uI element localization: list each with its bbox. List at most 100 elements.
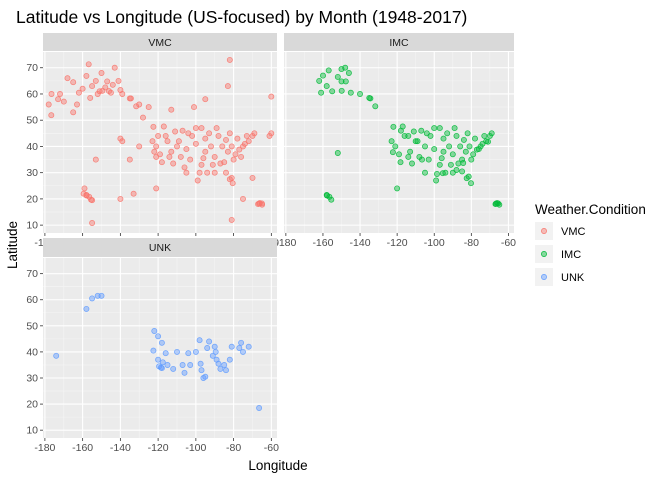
data-point bbox=[185, 350, 192, 357]
data-point bbox=[416, 153, 423, 160]
data-point bbox=[422, 143, 428, 150]
data-point bbox=[440, 135, 447, 142]
data-point bbox=[241, 140, 248, 147]
data-point bbox=[226, 176, 233, 183]
panel-background bbox=[284, 52, 514, 233]
data-point bbox=[204, 169, 211, 176]
x-tick-label: -80 bbox=[464, 237, 479, 249]
data-point bbox=[238, 339, 245, 346]
data-point bbox=[318, 89, 325, 96]
data-point bbox=[226, 356, 233, 363]
data-point bbox=[168, 106, 175, 113]
data-point bbox=[111, 64, 118, 71]
y-tick-label: 20 bbox=[26, 193, 38, 205]
data-point bbox=[338, 87, 345, 94]
data-point bbox=[236, 345, 243, 351]
data-point bbox=[89, 220, 96, 226]
data-point bbox=[219, 143, 226, 150]
data-point bbox=[57, 91, 63, 97]
data-point bbox=[183, 146, 190, 153]
data-point bbox=[224, 83, 231, 90]
data-point bbox=[55, 96, 62, 103]
data-point bbox=[256, 405, 263, 411]
data-point bbox=[436, 125, 443, 132]
data-point bbox=[89, 83, 96, 90]
data-point bbox=[209, 352, 216, 359]
data-point bbox=[238, 153, 245, 160]
data-point bbox=[196, 169, 203, 176]
data-point bbox=[150, 347, 157, 354]
legend-label: IMC bbox=[561, 249, 581, 261]
data-point bbox=[316, 77, 323, 84]
data-point bbox=[209, 161, 216, 168]
data-point bbox=[191, 104, 197, 111]
data-point bbox=[70, 109, 77, 116]
facet-panel-imc: IMC -180 -160 -140 -120 -100 -80 -60 bbox=[275, 33, 516, 249]
legend: Weather.Condition VMC IMC UNK bbox=[535, 202, 646, 286]
data-point bbox=[192, 140, 199, 147]
data-point bbox=[468, 156, 475, 163]
data-point bbox=[372, 103, 379, 110]
data-point bbox=[243, 132, 250, 139]
data-point bbox=[418, 127, 425, 134]
data-point bbox=[409, 160, 415, 167]
y-tick-label: 50 bbox=[26, 320, 38, 332]
data-point bbox=[117, 87, 124, 93]
data-point bbox=[462, 148, 469, 155]
data-point bbox=[117, 195, 124, 202]
facet-strip bbox=[43, 33, 277, 51]
x-tick-label: -140 bbox=[350, 237, 371, 249]
data-point bbox=[158, 159, 165, 166]
data-point bbox=[390, 123, 397, 130]
data-point bbox=[119, 138, 126, 145]
data-point bbox=[164, 138, 171, 145]
data-point bbox=[164, 362, 171, 368]
data-point bbox=[174, 348, 180, 355]
data-point bbox=[174, 143, 180, 150]
data-point bbox=[226, 130, 233, 137]
data-point bbox=[226, 56, 233, 63]
x-axis-title: Longitude bbox=[248, 458, 307, 473]
data-point bbox=[94, 91, 101, 97]
data-point bbox=[394, 185, 401, 192]
data-point bbox=[145, 104, 152, 111]
data-point bbox=[460, 136, 467, 143]
legend-symbol bbox=[541, 228, 547, 234]
panel-background bbox=[43, 258, 277, 438]
data-point bbox=[160, 123, 167, 130]
data-point bbox=[211, 169, 218, 176]
y-tick-label: 60 bbox=[26, 88, 38, 100]
data-point bbox=[230, 156, 237, 163]
data-point bbox=[153, 185, 160, 192]
data-point bbox=[202, 373, 209, 380]
data-point bbox=[427, 132, 434, 139]
data-point bbox=[149, 138, 156, 145]
data-point bbox=[213, 125, 220, 132]
data-point bbox=[189, 132, 196, 139]
legend-label: VMC bbox=[561, 226, 586, 238]
data-point bbox=[223, 367, 229, 374]
data-point bbox=[204, 345, 211, 351]
facet-strip-label: UNK bbox=[149, 242, 171, 254]
data-point bbox=[433, 177, 440, 184]
gridlines bbox=[284, 52, 514, 233]
data-point bbox=[256, 200, 263, 207]
facet-strip bbox=[284, 33, 514, 51]
panel-background bbox=[43, 52, 277, 233]
series-vmc bbox=[45, 56, 275, 226]
data-point bbox=[155, 333, 162, 340]
x-tick-label: -100 bbox=[185, 442, 206, 454]
data-point bbox=[85, 61, 92, 68]
facet-panels: VMC -180 -160 -140 -120 -100 -80 -60 10 20 30 40 50 6… bbox=[26, 33, 516, 454]
data-point bbox=[153, 153, 160, 160]
data-point bbox=[251, 130, 258, 137]
data-point bbox=[109, 81, 116, 88]
data-point bbox=[175, 138, 182, 145]
x-tick-label: -80 bbox=[226, 442, 241, 454]
data-point bbox=[414, 138, 421, 145]
data-point bbox=[192, 348, 199, 355]
data-point bbox=[179, 127, 186, 134]
data-point bbox=[422, 169, 428, 176]
data-point bbox=[440, 148, 447, 155]
